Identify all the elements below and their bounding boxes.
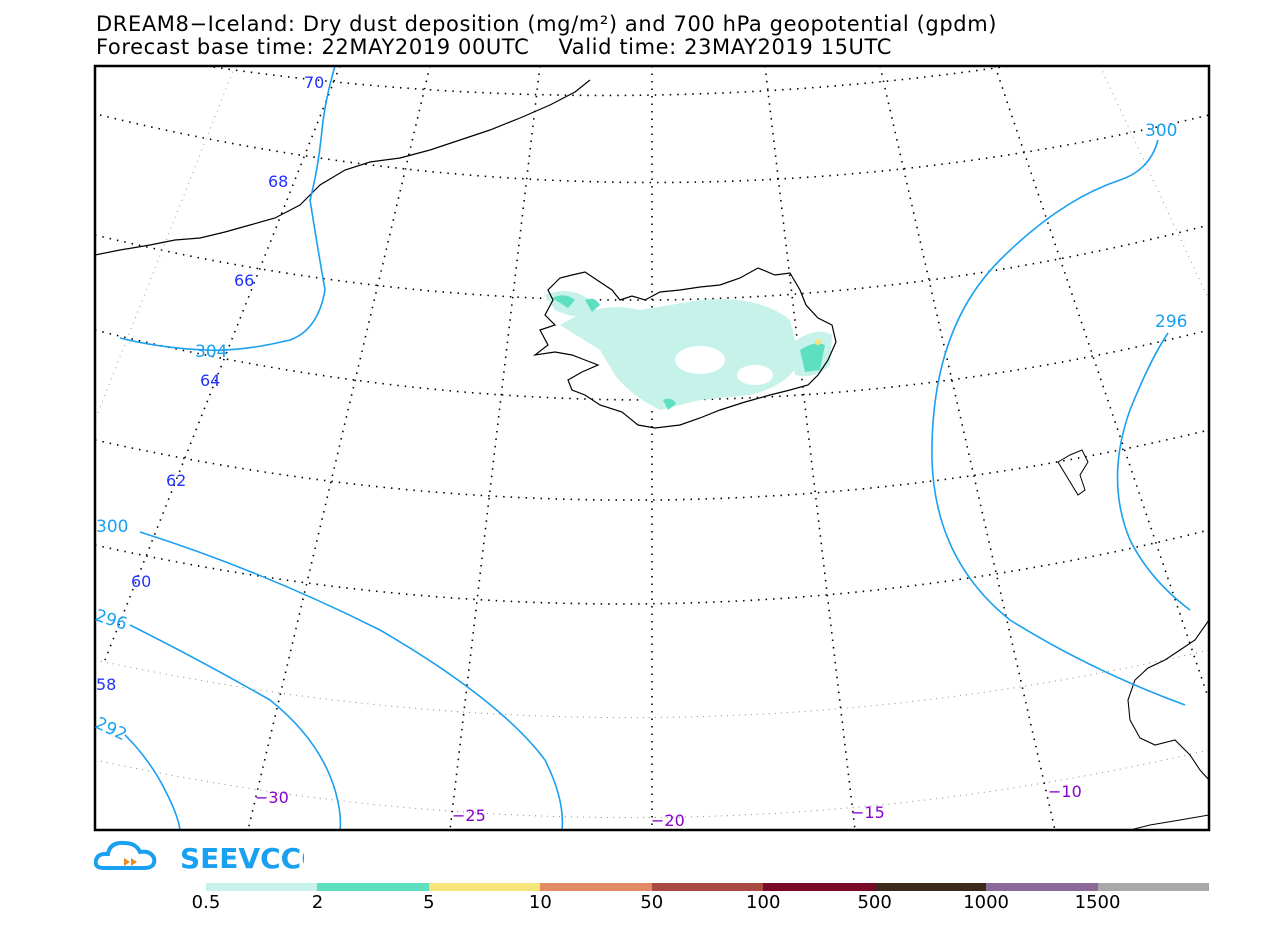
lon-label: −10 (1048, 782, 1082, 801)
contour-label: 300 (96, 517, 128, 537)
lon-label: −20 (651, 811, 685, 830)
lat-label: 62 (166, 471, 186, 490)
legend-label: 5 (423, 892, 435, 913)
legend-label: 0.5 (191, 892, 221, 913)
legend-label: 2 (311, 892, 324, 913)
map-title: DREAM8−Iceland: Dry dust deposition (mg/… (96, 12, 998, 36)
contour-label: 304 (195, 342, 227, 362)
lon-label: −25 (452, 806, 486, 825)
dust-deposition-field (545, 291, 832, 410)
legend-label: 50 (640, 892, 664, 913)
iceland-coastline (532, 267, 837, 429)
norway-coastline (1127, 619, 1209, 781)
legend-label: 500 (857, 892, 892, 913)
legend-swatch (206, 883, 318, 891)
logo-text: SEEVCCC (180, 842, 304, 875)
map-border (93, 64, 1211, 832)
contour-label: 300 (1145, 121, 1177, 141)
lat-label: 68 (268, 172, 288, 191)
legend-swatch (986, 883, 1098, 891)
legend-swatch (763, 883, 875, 891)
lat-label: 66 (234, 271, 254, 290)
legend-label: 1500 (1074, 892, 1121, 913)
lat-label: 70 (304, 73, 324, 92)
legend-swatch (540, 883, 652, 891)
legend-swatch (317, 883, 429, 891)
legend-label: 1000 (963, 892, 1010, 913)
map-subtitle: Forecast base time: 22MAY2019 00UTC Vali… (96, 35, 892, 59)
legend-swatch (428, 883, 541, 891)
greenland-coastline (95, 79, 591, 256)
legend-swatch (1097, 883, 1209, 891)
geopotential-contours (119, 66, 1191, 830)
legend-label: 100 (746, 892, 781, 913)
legend-swatch (874, 883, 987, 891)
lon-label: −30 (255, 788, 289, 807)
legend-label: 10 (528, 892, 552, 913)
lat-label: 58 (96, 675, 116, 694)
lat-label: 60 (131, 572, 151, 591)
lon-label: −15 (851, 803, 885, 822)
lat-label: 64 (200, 371, 220, 390)
contour-label: 296 (1155, 312, 1187, 332)
longitude-gridlines (104, 66, 1209, 830)
seevccc-logo: SEEVCCC (93, 836, 322, 880)
legend-colorbar (206, 883, 1209, 891)
contour-label: 292 (92, 713, 130, 745)
legend-swatch (651, 883, 764, 891)
